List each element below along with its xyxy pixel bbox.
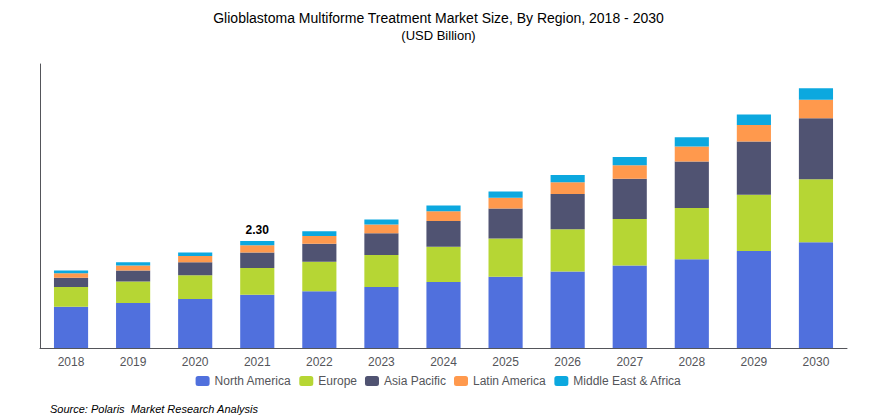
svg-text:2025: 2025 (492, 355, 519, 369)
svg-text:Source: Polaris Market Resear: Source: Polaris Market Research Analysis (50, 403, 259, 415)
svg-text:Asia Pacific: Asia Pacific (384, 374, 446, 388)
svg-text:Europe: Europe (318, 374, 357, 388)
svg-text:2021: 2021 (244, 355, 271, 369)
svg-text:2023: 2023 (368, 355, 395, 369)
svg-text:(USD Billion): (USD Billion) (401, 28, 475, 43)
svg-text:2030: 2030 (803, 355, 830, 369)
svg-text:2018: 2018 (58, 355, 85, 369)
svg-text:Latin America: Latin America (473, 374, 546, 388)
svg-text:2020: 2020 (182, 355, 209, 369)
svg-text:2024: 2024 (430, 355, 457, 369)
svg-text:2022: 2022 (306, 355, 333, 369)
svg-text:2019: 2019 (120, 355, 147, 369)
svg-text:2029: 2029 (741, 355, 768, 369)
svg-text:2026: 2026 (554, 355, 581, 369)
svg-text:2028: 2028 (678, 355, 705, 369)
svg-text:Glioblastoma Multiforme Treatm: Glioblastoma Multiforme Treatment Market… (213, 10, 664, 26)
svg-text:North America: North America (215, 374, 291, 388)
svg-text:2027: 2027 (616, 355, 643, 369)
svg-text:2.30: 2.30 (246, 223, 270, 237)
svg-text:Middle East & Africa: Middle East & Africa (573, 374, 681, 388)
